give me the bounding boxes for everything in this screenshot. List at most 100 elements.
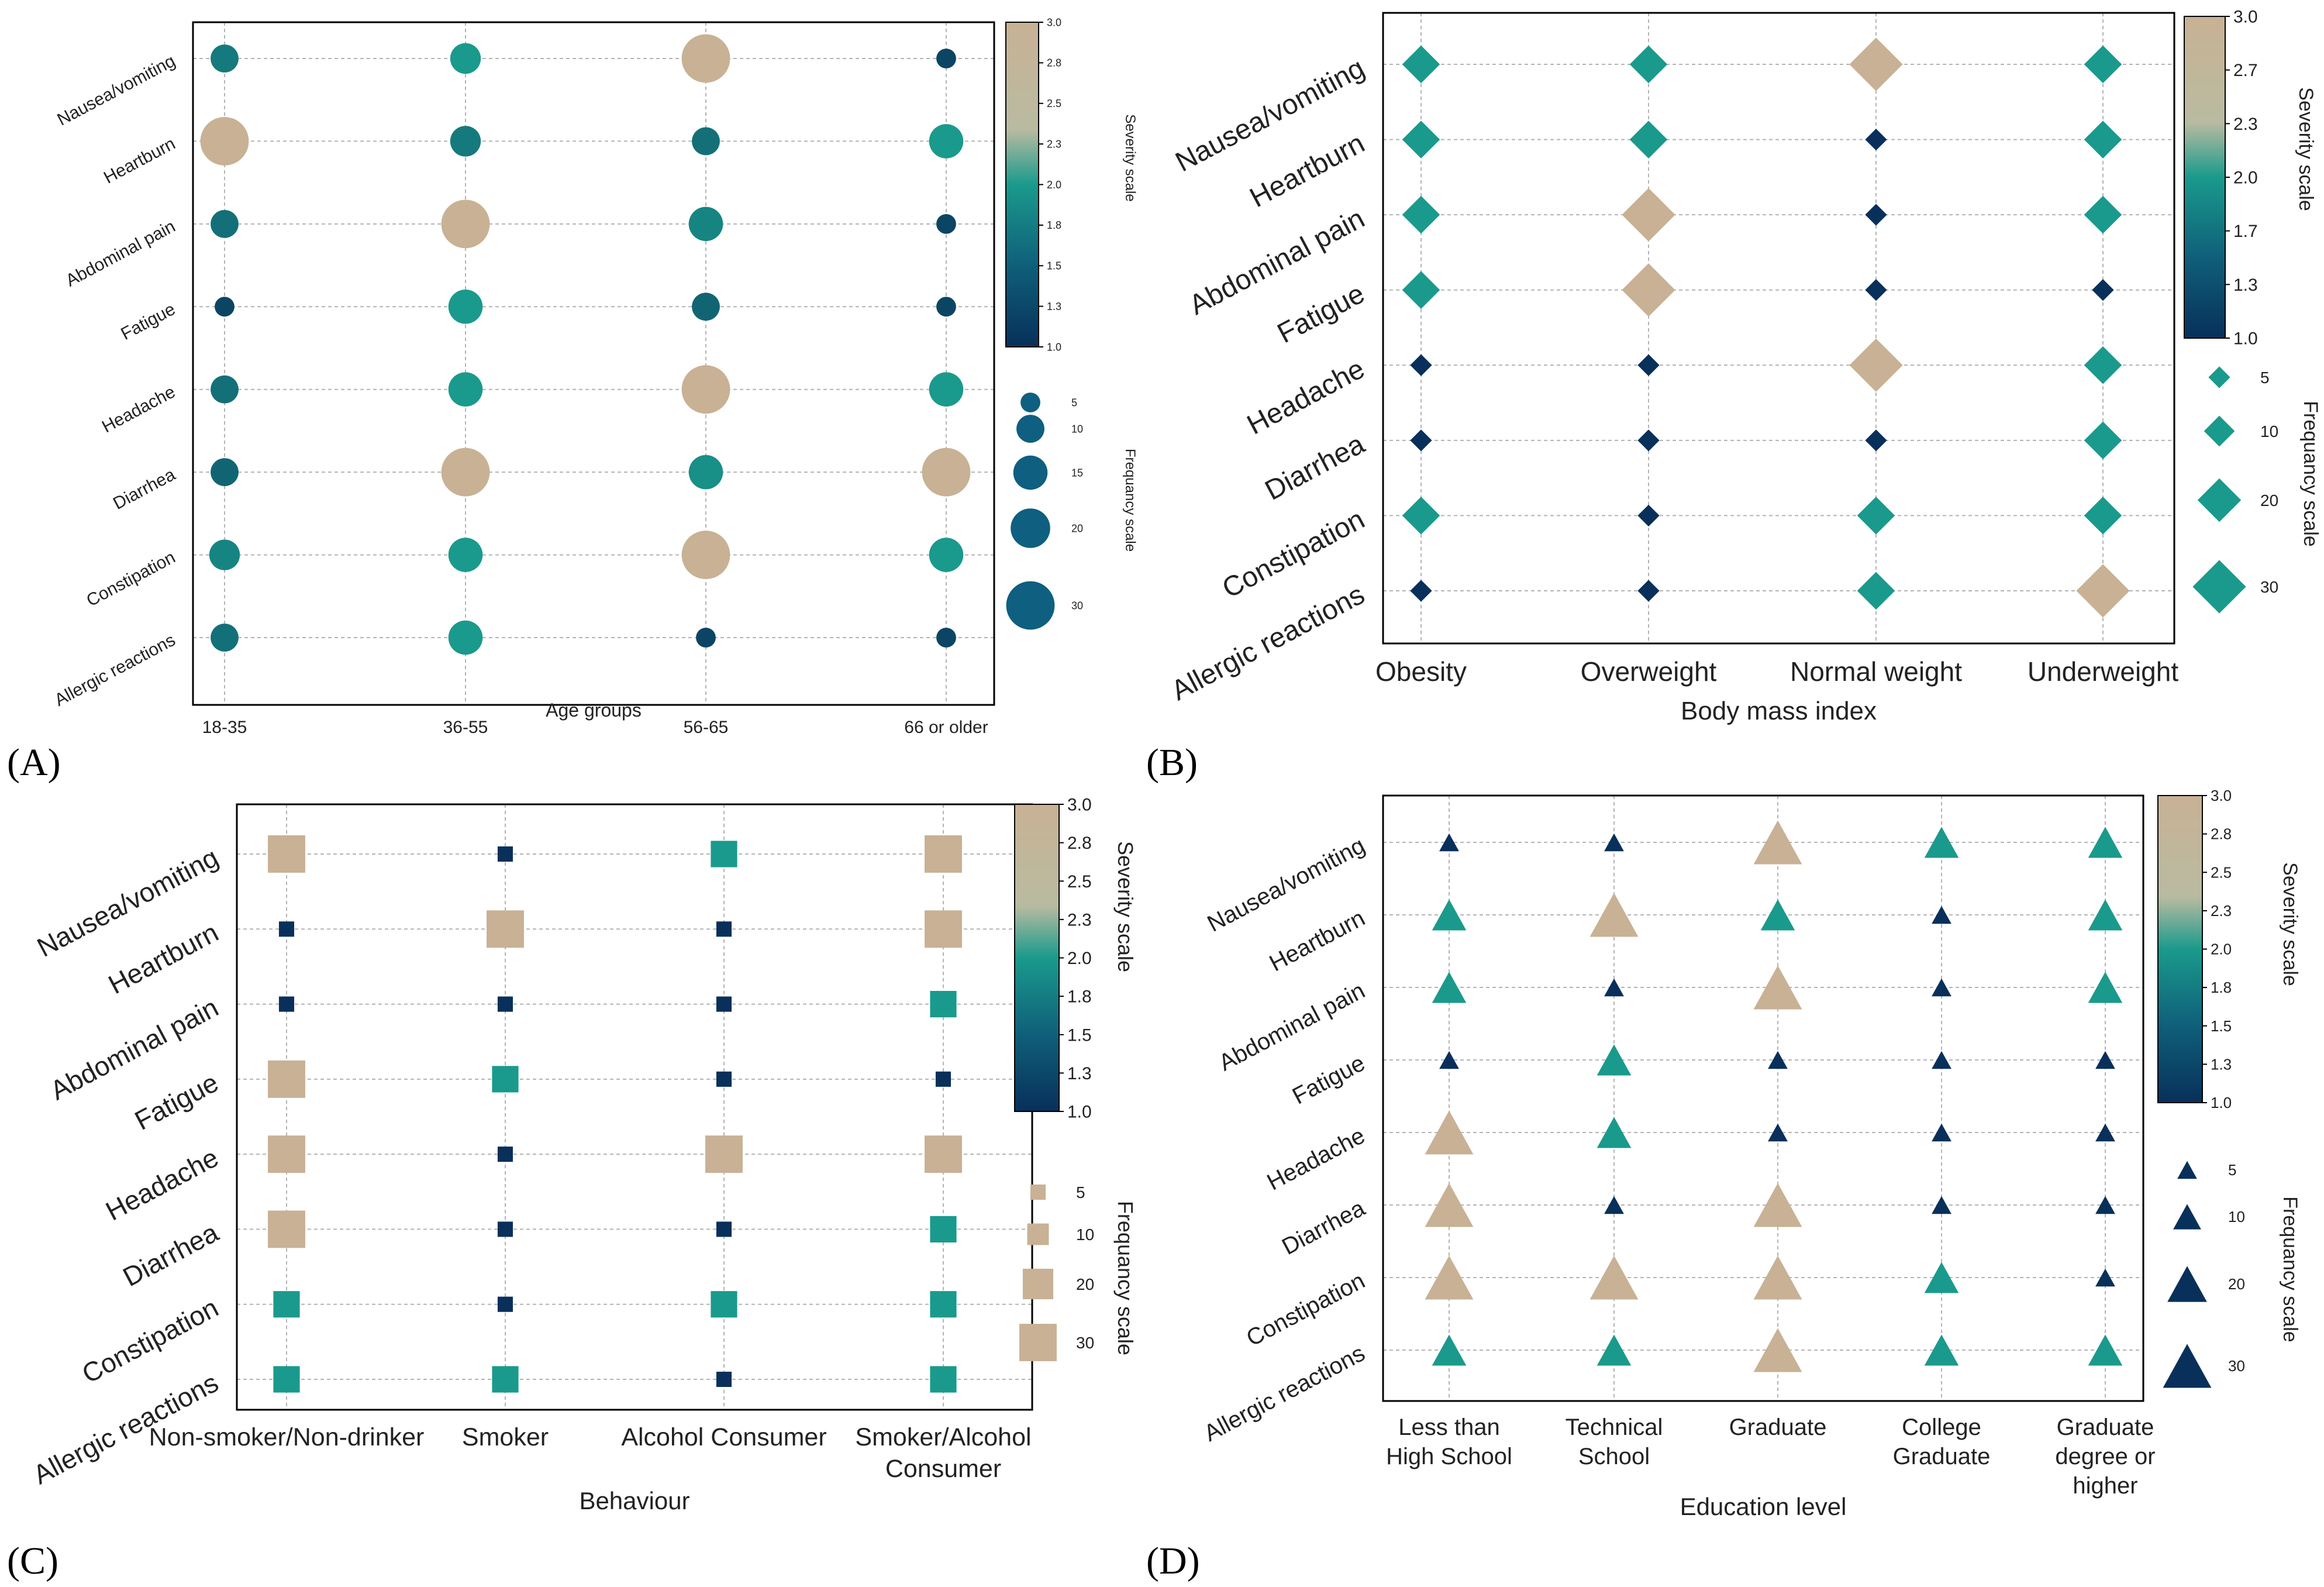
x-tick-label: Overweight: [1581, 656, 1717, 687]
data-point: [1637, 504, 1660, 527]
data-point: [1924, 1334, 1959, 1366]
colorbar-tick-label: 1.0: [2233, 329, 2258, 349]
data-point: [2084, 421, 2122, 460]
data-point: [2076, 564, 2130, 618]
data-point: [448, 290, 483, 324]
colorbar-tick-label: 2.8: [1047, 57, 1061, 69]
colorbar-tick-label: 1.0: [1047, 341, 1061, 353]
data-point: [450, 126, 481, 157]
data-point: [1604, 1196, 1624, 1214]
data-point: [936, 214, 956, 234]
x-tick-label: College Graduate: [1893, 1414, 1991, 1469]
frequency-legend-label: 30: [1076, 1334, 1094, 1352]
data-point: [925, 910, 962, 948]
x-tick-label: Alcohol Consumer: [621, 1423, 826, 1451]
frequency-legend-label: 20: [2228, 1275, 2245, 1293]
colorbar-tick-label: 2.7: [2233, 61, 2258, 80]
data-point: [268, 835, 305, 873]
frequency-legend-marker: [2163, 1344, 2212, 1388]
colorbar-tick-label: 1.3: [2233, 276, 2258, 295]
data-point: [448, 538, 483, 572]
data-point: [935, 1071, 951, 1087]
x-tick-line: 18-35: [202, 718, 247, 737]
frequency-legend-label: 10: [1076, 1225, 1094, 1244]
x-tick-line: Graduate: [1729, 1414, 1827, 1440]
data-point: [716, 1221, 732, 1237]
data-point: [1849, 37, 1903, 91]
frequency-legend-label: 10: [2228, 1208, 2245, 1225]
data-point: [211, 458, 239, 487]
data-point: [1604, 978, 1624, 997]
x-axis-title: Behaviour: [579, 1487, 689, 1514]
colorbar-tick-label: 2.0: [1047, 179, 1061, 191]
y-tick-label: Abdominal pain: [63, 216, 178, 290]
frequency-legend-marker: [2197, 478, 2242, 522]
data-point: [681, 365, 730, 414]
x-tick-line: Technical: [1566, 1414, 1663, 1440]
y-tick-label: Headache: [1242, 353, 1370, 441]
colorbar-tick-label: 2.3: [1067, 910, 1092, 930]
frequency-legend-title: Frequancy scale: [1113, 1201, 1137, 1355]
colorbar-tick-label: 2.0: [2211, 941, 2232, 958]
data-point: [936, 49, 956, 68]
x-tick-label: Smoker/Alcohol Consumer: [855, 1423, 1031, 1483]
data-point: [497, 846, 513, 862]
y-tick-label: Heartburn: [101, 134, 178, 188]
plot-frame: [236, 803, 1033, 1411]
colorbar-tick-label: 2.3: [2211, 902, 2232, 920]
colorbar-tick-label: 3.0: [2211, 787, 2232, 804]
data-point: [2084, 45, 2122, 84]
y-tick-label: Headache: [101, 1142, 223, 1226]
data-point: [716, 921, 732, 937]
data-point: [448, 620, 483, 655]
data-point: [492, 1066, 519, 1093]
x-tick-line: Smoker/Alcohol: [855, 1423, 1031, 1451]
data-point: [1589, 1255, 1639, 1300]
data-point: [2095, 1123, 2115, 1142]
data-point: [922, 447, 971, 497]
data-point: [1768, 1051, 1788, 1069]
data-point: [688, 206, 723, 242]
data-point: [1857, 497, 1895, 535]
data-point: [1753, 1328, 1802, 1372]
panel-label: (C): [7, 1540, 58, 1582]
frequency-legend-label: 10: [2260, 422, 2278, 440]
frequency-legend-title: Frequancy scale: [2279, 1196, 2301, 1342]
x-tick-line: 36-55: [443, 718, 488, 737]
frequency-legend-marker: [2208, 366, 2230, 388]
data-point: [211, 209, 239, 238]
y-tick-label: Fatigue: [118, 300, 178, 344]
data-point: [497, 996, 513, 1012]
data-point: [929, 372, 964, 407]
colorbar-tick-label: 2.0: [1067, 949, 1092, 968]
data-point: [930, 1366, 957, 1393]
y-tick-label: Diarrhea: [118, 1217, 224, 1292]
x-tick-label: Obesity: [1375, 656, 1467, 687]
x-tick-line: Smoker: [462, 1423, 549, 1451]
data-point: [1410, 429, 1432, 452]
colorbar-tick-label: 1.8: [1047, 219, 1061, 231]
x-tick-line: Graduate: [2057, 1414, 2154, 1440]
data-point: [1753, 820, 1802, 865]
data-point: [1597, 1044, 1632, 1076]
data-point: [441, 447, 490, 497]
frequency-legend-marker: [1006, 581, 1055, 630]
data-point: [492, 1366, 519, 1393]
colorbar-tick-label: 2.3: [2233, 115, 2258, 134]
x-tick-label: Graduate: [1729, 1414, 1827, 1440]
data-point: [1865, 204, 1887, 226]
data-point: [1753, 1255, 1802, 1300]
colorbar-tick-label: 1.3: [1067, 1064, 1092, 1083]
data-point: [1932, 1051, 1951, 1069]
data-point: [1865, 429, 1887, 452]
frequency-legend-marker: [1020, 393, 1040, 412]
colorbar-tick-label: 1.5: [2211, 1017, 2232, 1035]
data-point: [929, 538, 964, 572]
data-point: [1637, 354, 1660, 376]
x-tick-line: Normal weight: [1790, 656, 1962, 687]
data-point: [487, 910, 524, 948]
data-point: [1932, 1123, 1951, 1142]
data-point: [925, 835, 962, 873]
data-point: [1425, 1110, 1474, 1155]
y-tick-label: Heartburn: [1245, 128, 1370, 214]
